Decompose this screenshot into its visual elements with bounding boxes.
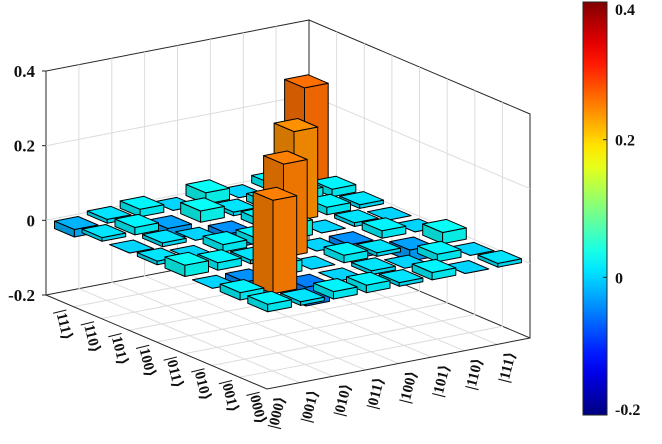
bar-7-1 (449, 241, 495, 256)
y-tick-label: |010⟩ (190, 367, 213, 403)
y-gridline (239, 102, 503, 378)
bar-face-top (273, 118, 319, 133)
z-tick-label: 0.4 (14, 62, 36, 81)
x-gridline (144, 51, 366, 371)
bar-face-top (197, 249, 242, 264)
bar-face-top (219, 279, 265, 294)
bar-0-0 (247, 290, 292, 313)
bar-6-3 (361, 217, 407, 239)
bar-7-2 (422, 218, 467, 245)
bar-2-7 (119, 195, 165, 218)
y-tick-label: |111⟩ (52, 308, 75, 342)
bar-face-top (351, 257, 396, 272)
bar-face-top (247, 290, 292, 305)
colorbar-gradient (582, 1, 608, 416)
y-gridline (211, 90, 476, 366)
bar-face-top (378, 269, 424, 284)
bar-face-top (411, 258, 457, 273)
bar-6-1 (417, 240, 462, 263)
bar-7-6 (311, 175, 357, 198)
bar-face-top (54, 216, 99, 230)
bar-1-5 (142, 229, 187, 248)
bar-2-4 (202, 231, 248, 253)
bar-4-2 (323, 241, 369, 264)
bar-face-top (417, 240, 462, 255)
bar-face-top (202, 231, 248, 246)
x-tick-label: |000⟩ (266, 395, 289, 431)
y-tick-label: |101⟩ (107, 331, 130, 367)
colorbar-tick-label: 0 (615, 270, 623, 287)
bar-face-left (252, 191, 274, 295)
bar-face-top (323, 241, 369, 256)
bar-face-top (339, 191, 384, 206)
y-tick-label: |000⟩ (245, 390, 268, 426)
bar-3-6 (180, 197, 225, 223)
bar-face-top (346, 271, 391, 286)
bar-7-4 (367, 206, 412, 221)
axis-tick-labels: -0.200.20.4|000⟩ |001⟩ |010⟩ |011⟩ |100⟩ |101… (8, 62, 519, 430)
z-tick-label: -0.2 (8, 286, 35, 305)
bar-7-0 (477, 249, 522, 268)
y-tick-label: |011⟩ (162, 355, 185, 390)
bar-5-0 (411, 258, 457, 281)
colorbar-tick-label: 0.2 (615, 133, 635, 150)
bar-face-top (109, 239, 154, 254)
bar-face-top (114, 213, 159, 228)
bar-face-top (328, 231, 374, 246)
bar-0-6 (81, 224, 127, 242)
bar-face-top (356, 239, 401, 254)
bar-face-top (180, 197, 225, 212)
bar-face-top (81, 224, 127, 239)
bar-face-top (313, 278, 358, 293)
x-gridline (78, 64, 301, 384)
x-tick-label: |010⟩ (332, 382, 355, 418)
bar-face-top (263, 150, 308, 165)
bar-0-3 (164, 251, 209, 277)
x-tick-label: |011⟩ (365, 376, 388, 411)
bar-1-6 (114, 213, 159, 236)
z-tick-label: 0 (27, 211, 36, 230)
x-tick-label: |101⟩ (430, 363, 453, 399)
bar-face-top (142, 229, 187, 244)
bar-4-1 (351, 257, 396, 275)
x-tick-label: |001⟩ (299, 389, 322, 425)
colorbar-tick-label: -0.2 (615, 402, 640, 419)
colorbar: -0.2 0 0.2 0.4 (582, 1, 640, 419)
z-tick-label: 0.2 (14, 137, 35, 156)
y-tick-label: |110⟩ (80, 320, 103, 355)
x-tick-label: |111⟩ (496, 350, 519, 384)
y-tick-label: |100⟩ (135, 343, 158, 379)
bar-face-top (361, 217, 407, 232)
bar-1-1 (252, 186, 298, 295)
bar-face-top (477, 249, 522, 264)
bar-0-1 (219, 279, 265, 301)
bar-face-top (185, 179, 230, 194)
bar-face-top (311, 175, 357, 190)
x-tick-label: |100⟩ (397, 369, 420, 405)
bar-face-top (367, 206, 412, 221)
bar-face-right (272, 195, 298, 295)
bar-face-top (422, 218, 467, 233)
bar-face-top (252, 186, 298, 201)
x-tick-label: |110⟩ (463, 357, 486, 392)
bar-face-top (284, 74, 329, 89)
y-gridline (184, 78, 448, 355)
colorbar-tick-label: 0.4 (615, 2, 635, 19)
bar-face-top (119, 195, 165, 210)
bar-face-top (280, 288, 325, 303)
floor-edges (45, 294, 531, 390)
bar-face-top (164, 251, 209, 266)
bar-2-0 (313, 278, 358, 300)
bar-face-top (334, 209, 379, 224)
x-gridline (111, 58, 333, 377)
bars-group (54, 74, 522, 313)
bar-face-top (86, 205, 132, 220)
bar-0-5 (109, 239, 154, 254)
y-gridline (156, 67, 420, 343)
y-tick-label: |001⟩ (218, 378, 241, 414)
